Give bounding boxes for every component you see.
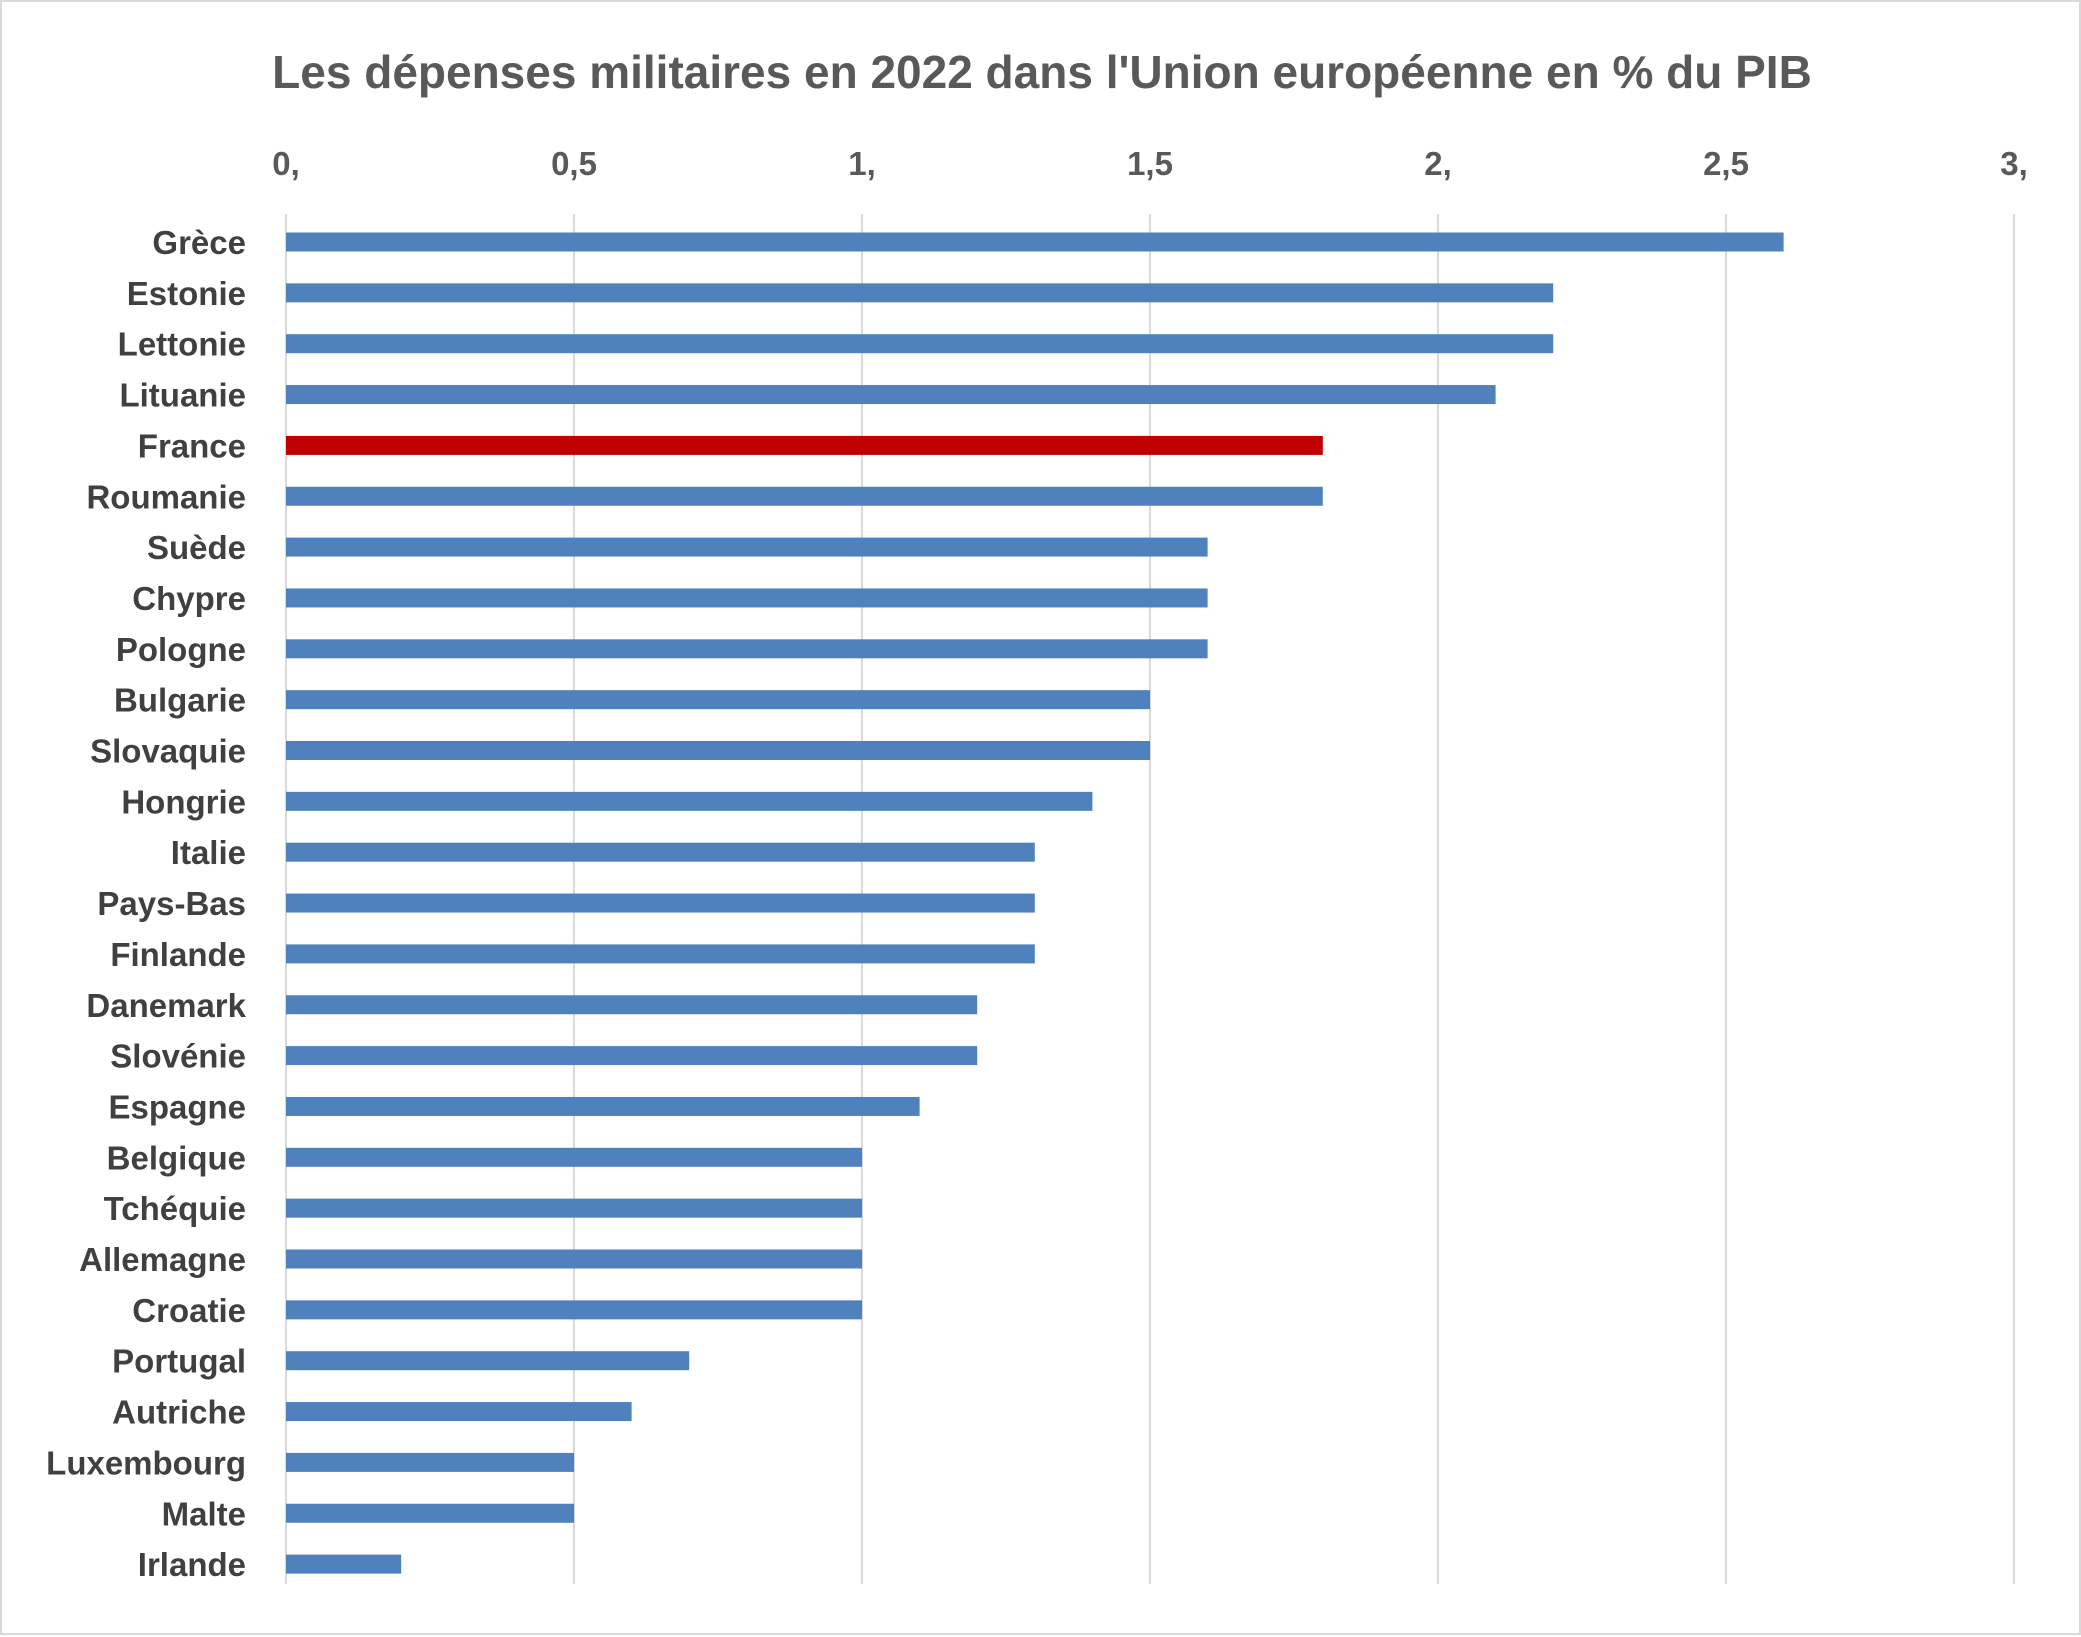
bar — [286, 1402, 632, 1422]
category-label: Slovénie — [110, 1038, 246, 1075]
category-label: Espagne — [108, 1088, 246, 1125]
bar — [286, 791, 1093, 811]
category-label: Malte — [162, 1495, 246, 1532]
category-labels: Grèce Estonie Lettonie Lituanie France Rouman… — [46, 224, 246, 1583]
category-label: France — [138, 427, 246, 464]
bar — [286, 1452, 574, 1472]
category-label: Tchéquie — [104, 1190, 246, 1227]
x-tick-label: 2,5 — [1703, 145, 1749, 182]
x-tick-label: 2, — [1424, 145, 1452, 182]
category-label: Danemark — [86, 987, 246, 1024]
category-label: Autriche — [112, 1394, 246, 1431]
category-label: Pologne — [116, 631, 246, 668]
category-label: Portugal — [112, 1343, 246, 1380]
category-label: Chypre — [132, 580, 246, 617]
bar — [286, 1300, 862, 1320]
category-label: Finlande — [110, 936, 246, 973]
bar — [286, 1147, 862, 1167]
category-label: Estonie — [127, 275, 246, 312]
bar — [286, 893, 1035, 913]
bar — [286, 385, 1496, 405]
bar — [286, 232, 1784, 252]
bar — [286, 537, 1208, 557]
bar — [286, 1096, 920, 1116]
bar — [286, 995, 978, 1015]
x-tick-label: 3, — [2000, 145, 2028, 182]
category-label: Suède — [147, 529, 246, 566]
bar — [286, 639, 1208, 659]
category-label: Lettonie — [118, 326, 246, 363]
x-tick-label: 1, — [848, 145, 876, 182]
x-tick-label: 0, — [272, 145, 300, 182]
bar — [286, 741, 1150, 760]
bar — [286, 944, 1035, 964]
bar — [286, 690, 1150, 710]
bar — [286, 1503, 574, 1523]
category-label: Croatie — [132, 1292, 246, 1329]
category-label: Grèce — [152, 224, 246, 261]
category-label: Slovaquie — [90, 733, 246, 770]
bar — [286, 435, 1323, 455]
bar — [286, 334, 1554, 354]
bar — [286, 1046, 978, 1066]
x-tick-label: 1,5 — [1127, 145, 1173, 182]
x-tick-label: 0,5 — [551, 145, 597, 182]
category-label: Roumanie — [86, 478, 246, 515]
category-label: Belgique — [107, 1139, 246, 1176]
chart-title: Les dépenses militaires en 2022 dans l'U… — [272, 46, 1812, 98]
bar — [286, 588, 1208, 608]
bar — [286, 1198, 862, 1218]
bar — [286, 283, 1554, 303]
bar — [286, 1351, 690, 1371]
category-label: Luxembourg — [46, 1444, 246, 1481]
category-label: Irlande — [138, 1546, 246, 1583]
category-label: Hongrie — [121, 783, 246, 820]
bar — [286, 1249, 862, 1269]
category-label: Lituanie — [119, 377, 246, 414]
category-label: Allemagne — [79, 1241, 246, 1278]
category-label: Pays-Bas — [97, 885, 246, 922]
bars — [286, 232, 1784, 1574]
x-axis-tick-labels: 0, 0,5 1, 1,5 2, 2,5 3, — [272, 145, 2028, 182]
bar — [286, 486, 1323, 506]
category-label: Italie — [171, 834, 246, 871]
bar — [286, 1554, 402, 1574]
bar — [286, 842, 1035, 862]
category-label: Bulgarie — [114, 682, 246, 719]
